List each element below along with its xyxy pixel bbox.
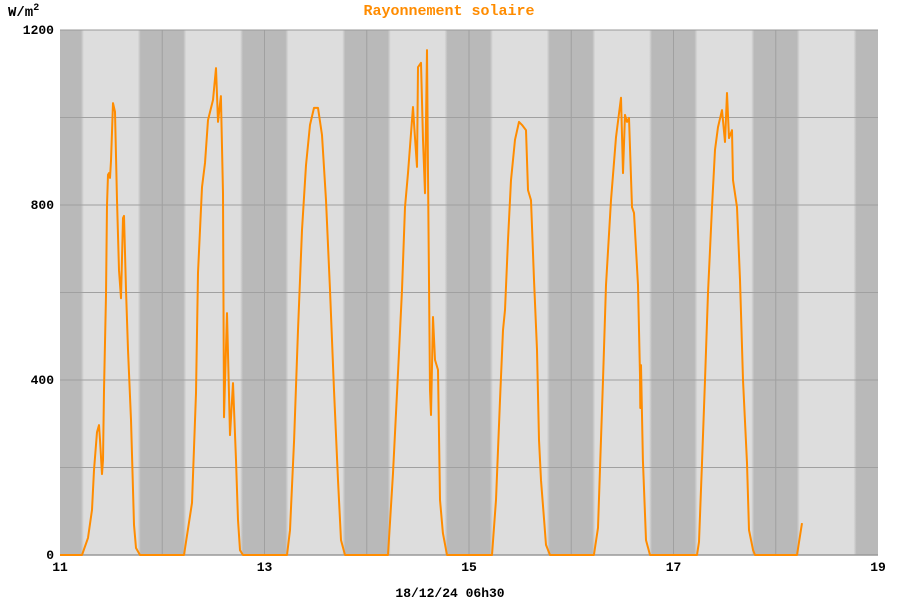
- y-tick-label: 1200: [23, 23, 54, 38]
- y-tick-label: 400: [31, 373, 55, 388]
- x-tick-label: 19: [870, 560, 886, 575]
- superscript-2: 2: [33, 3, 39, 14]
- chart-title: Rayonnement solaire: [363, 3, 534, 20]
- x-axis-ticks: 11 13 15 17 19: [52, 560, 886, 575]
- y-tick-label: 0: [46, 548, 54, 563]
- y-axis-ticks: 0 400 800 1200: [23, 23, 54, 563]
- y-axis-unit: W/m2: [8, 3, 39, 21]
- x-tick-label: 11: [52, 560, 68, 575]
- x-tick-label: 17: [666, 560, 682, 575]
- timestamp-footer: 18/12/24 06h30: [395, 586, 504, 600]
- x-tick-label: 13: [257, 560, 273, 575]
- y-tick-label: 800: [31, 198, 55, 213]
- series-line: [60, 49, 803, 556]
- x-tick-label: 15: [461, 560, 477, 575]
- grid-lines: [60, 29, 878, 556]
